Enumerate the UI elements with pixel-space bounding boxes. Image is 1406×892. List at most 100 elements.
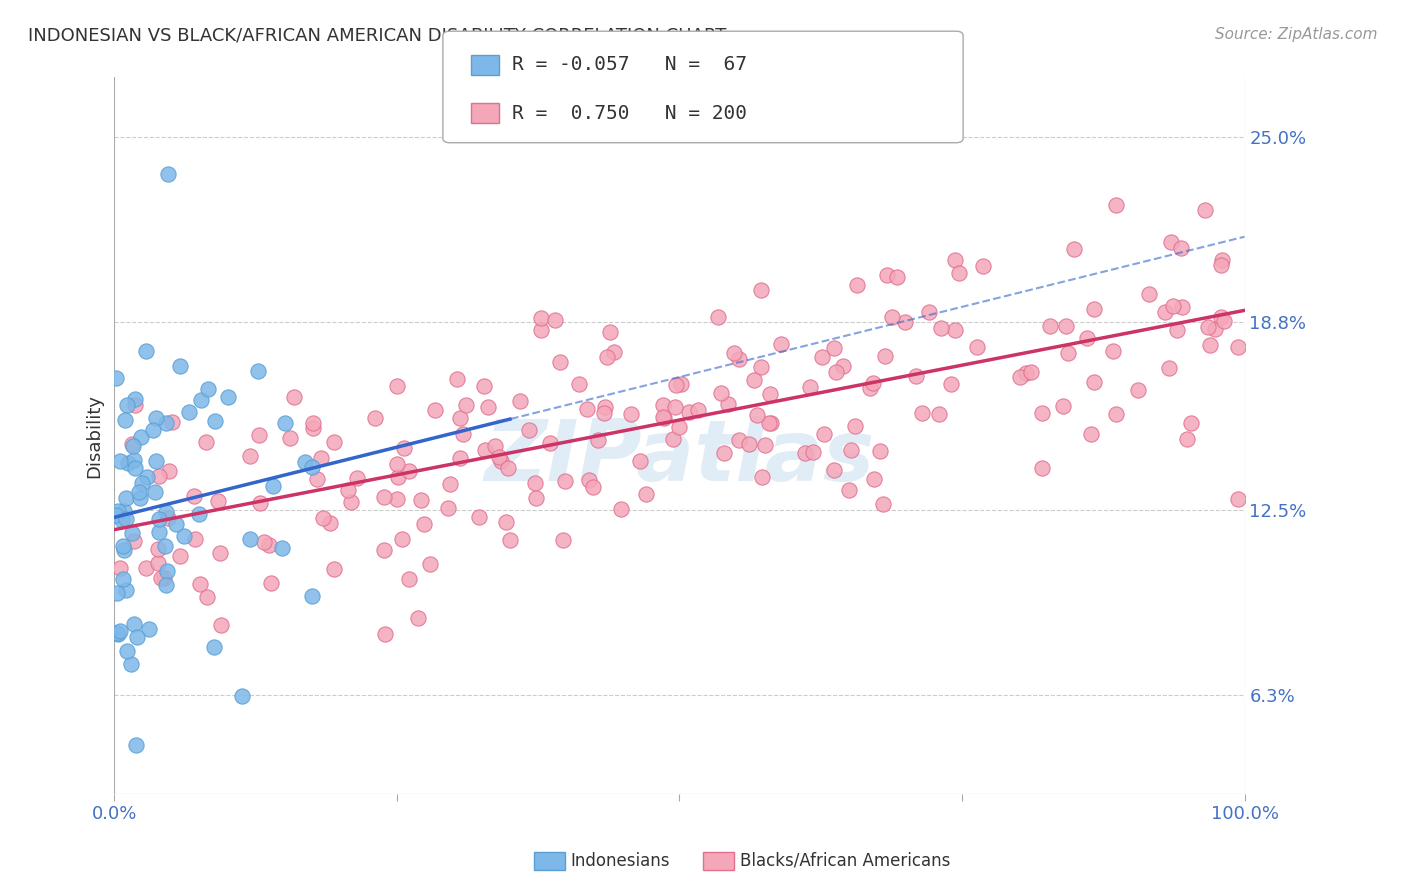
- Point: [749, 283, 772, 297]
- Y-axis label: Disability: Disability: [86, 393, 103, 477]
- Text: INDONESIAN VS BLACK/AFRICAN AMERICAN DISABILITY CORRELATION CHART: INDONESIAN VS BLACK/AFRICAN AMERICAN DIS…: [28, 27, 727, 45]
- Point: [524, 475, 547, 490]
- Point: [1080, 427, 1102, 442]
- Point: [1213, 314, 1236, 328]
- Point: [710, 386, 733, 401]
- Point: [610, 502, 633, 516]
- Point: [190, 392, 212, 407]
- Point: [124, 460, 146, 475]
- Point: [319, 516, 342, 531]
- Point: [1015, 366, 1038, 380]
- Point: [449, 411, 471, 425]
- Point: [122, 452, 145, 467]
- Point: [578, 473, 600, 487]
- Point: [1105, 407, 1128, 421]
- Point: [111, 572, 134, 586]
- Point: [1031, 406, 1053, 420]
- Point: [846, 277, 869, 292]
- Point: [398, 464, 420, 478]
- Point: [707, 310, 730, 324]
- Point: [603, 344, 626, 359]
- Point: [283, 390, 305, 404]
- Point: [499, 533, 522, 547]
- Point: [495, 515, 517, 529]
- Point: [323, 435, 346, 450]
- Point: [665, 378, 688, 392]
- Point: [1194, 202, 1216, 217]
- Point: [173, 529, 195, 543]
- Point: [152, 571, 174, 585]
- Point: [301, 416, 323, 430]
- Point: [838, 483, 860, 497]
- Point: [131, 476, 153, 491]
- Point: [155, 505, 177, 519]
- Point: [939, 376, 962, 391]
- Point: [217, 390, 239, 404]
- Point: [911, 405, 934, 419]
- Point: [489, 454, 512, 468]
- Point: [1076, 331, 1098, 345]
- Point: [468, 509, 491, 524]
- Point: [129, 491, 152, 506]
- Point: [554, 474, 576, 488]
- Point: [588, 433, 610, 447]
- Point: [294, 455, 316, 469]
- Point: [385, 457, 408, 471]
- Point: [551, 533, 574, 548]
- Point: [122, 533, 145, 548]
- Point: [1166, 323, 1188, 337]
- Point: [202, 640, 225, 654]
- Point: [929, 321, 952, 335]
- Point: [844, 419, 866, 434]
- Point: [117, 456, 139, 470]
- Point: [247, 364, 270, 378]
- Point: [1204, 322, 1226, 336]
- Point: [1008, 370, 1031, 384]
- Point: [104, 370, 127, 384]
- Point: [156, 167, 179, 181]
- Point: [1019, 365, 1042, 379]
- Point: [209, 618, 232, 632]
- Point: [1137, 287, 1160, 301]
- Point: [387, 492, 409, 507]
- Point: [187, 508, 209, 522]
- Point: [231, 689, 253, 703]
- Point: [517, 423, 540, 437]
- Point: [918, 305, 941, 319]
- Point: [260, 576, 283, 591]
- Point: [301, 589, 323, 603]
- Point: [759, 416, 782, 430]
- Point: [107, 627, 129, 641]
- Point: [728, 352, 751, 367]
- Point: [863, 472, 886, 486]
- Point: [115, 491, 138, 506]
- Point: [832, 359, 855, 373]
- Point: [114, 583, 136, 598]
- Point: [121, 437, 143, 451]
- Point: [872, 496, 894, 510]
- Point: [661, 432, 683, 446]
- Point: [652, 398, 675, 412]
- Point: [1031, 461, 1053, 475]
- Point: [108, 624, 131, 639]
- Point: [145, 454, 167, 468]
- Point: [115, 512, 138, 526]
- Point: [654, 411, 676, 425]
- Point: [391, 532, 413, 546]
- Point: [678, 405, 700, 419]
- Point: [209, 546, 232, 560]
- Point: [138, 622, 160, 636]
- Point: [105, 508, 128, 522]
- Point: [544, 313, 567, 327]
- Point: [742, 373, 765, 387]
- Point: [1052, 399, 1074, 413]
- Point: [312, 510, 335, 524]
- Point: [472, 378, 495, 392]
- Point: [745, 408, 768, 422]
- Point: [758, 416, 780, 430]
- Point: [122, 439, 145, 453]
- Point: [634, 487, 657, 501]
- Point: [204, 414, 226, 428]
- Point: [129, 430, 152, 444]
- Point: [165, 517, 187, 532]
